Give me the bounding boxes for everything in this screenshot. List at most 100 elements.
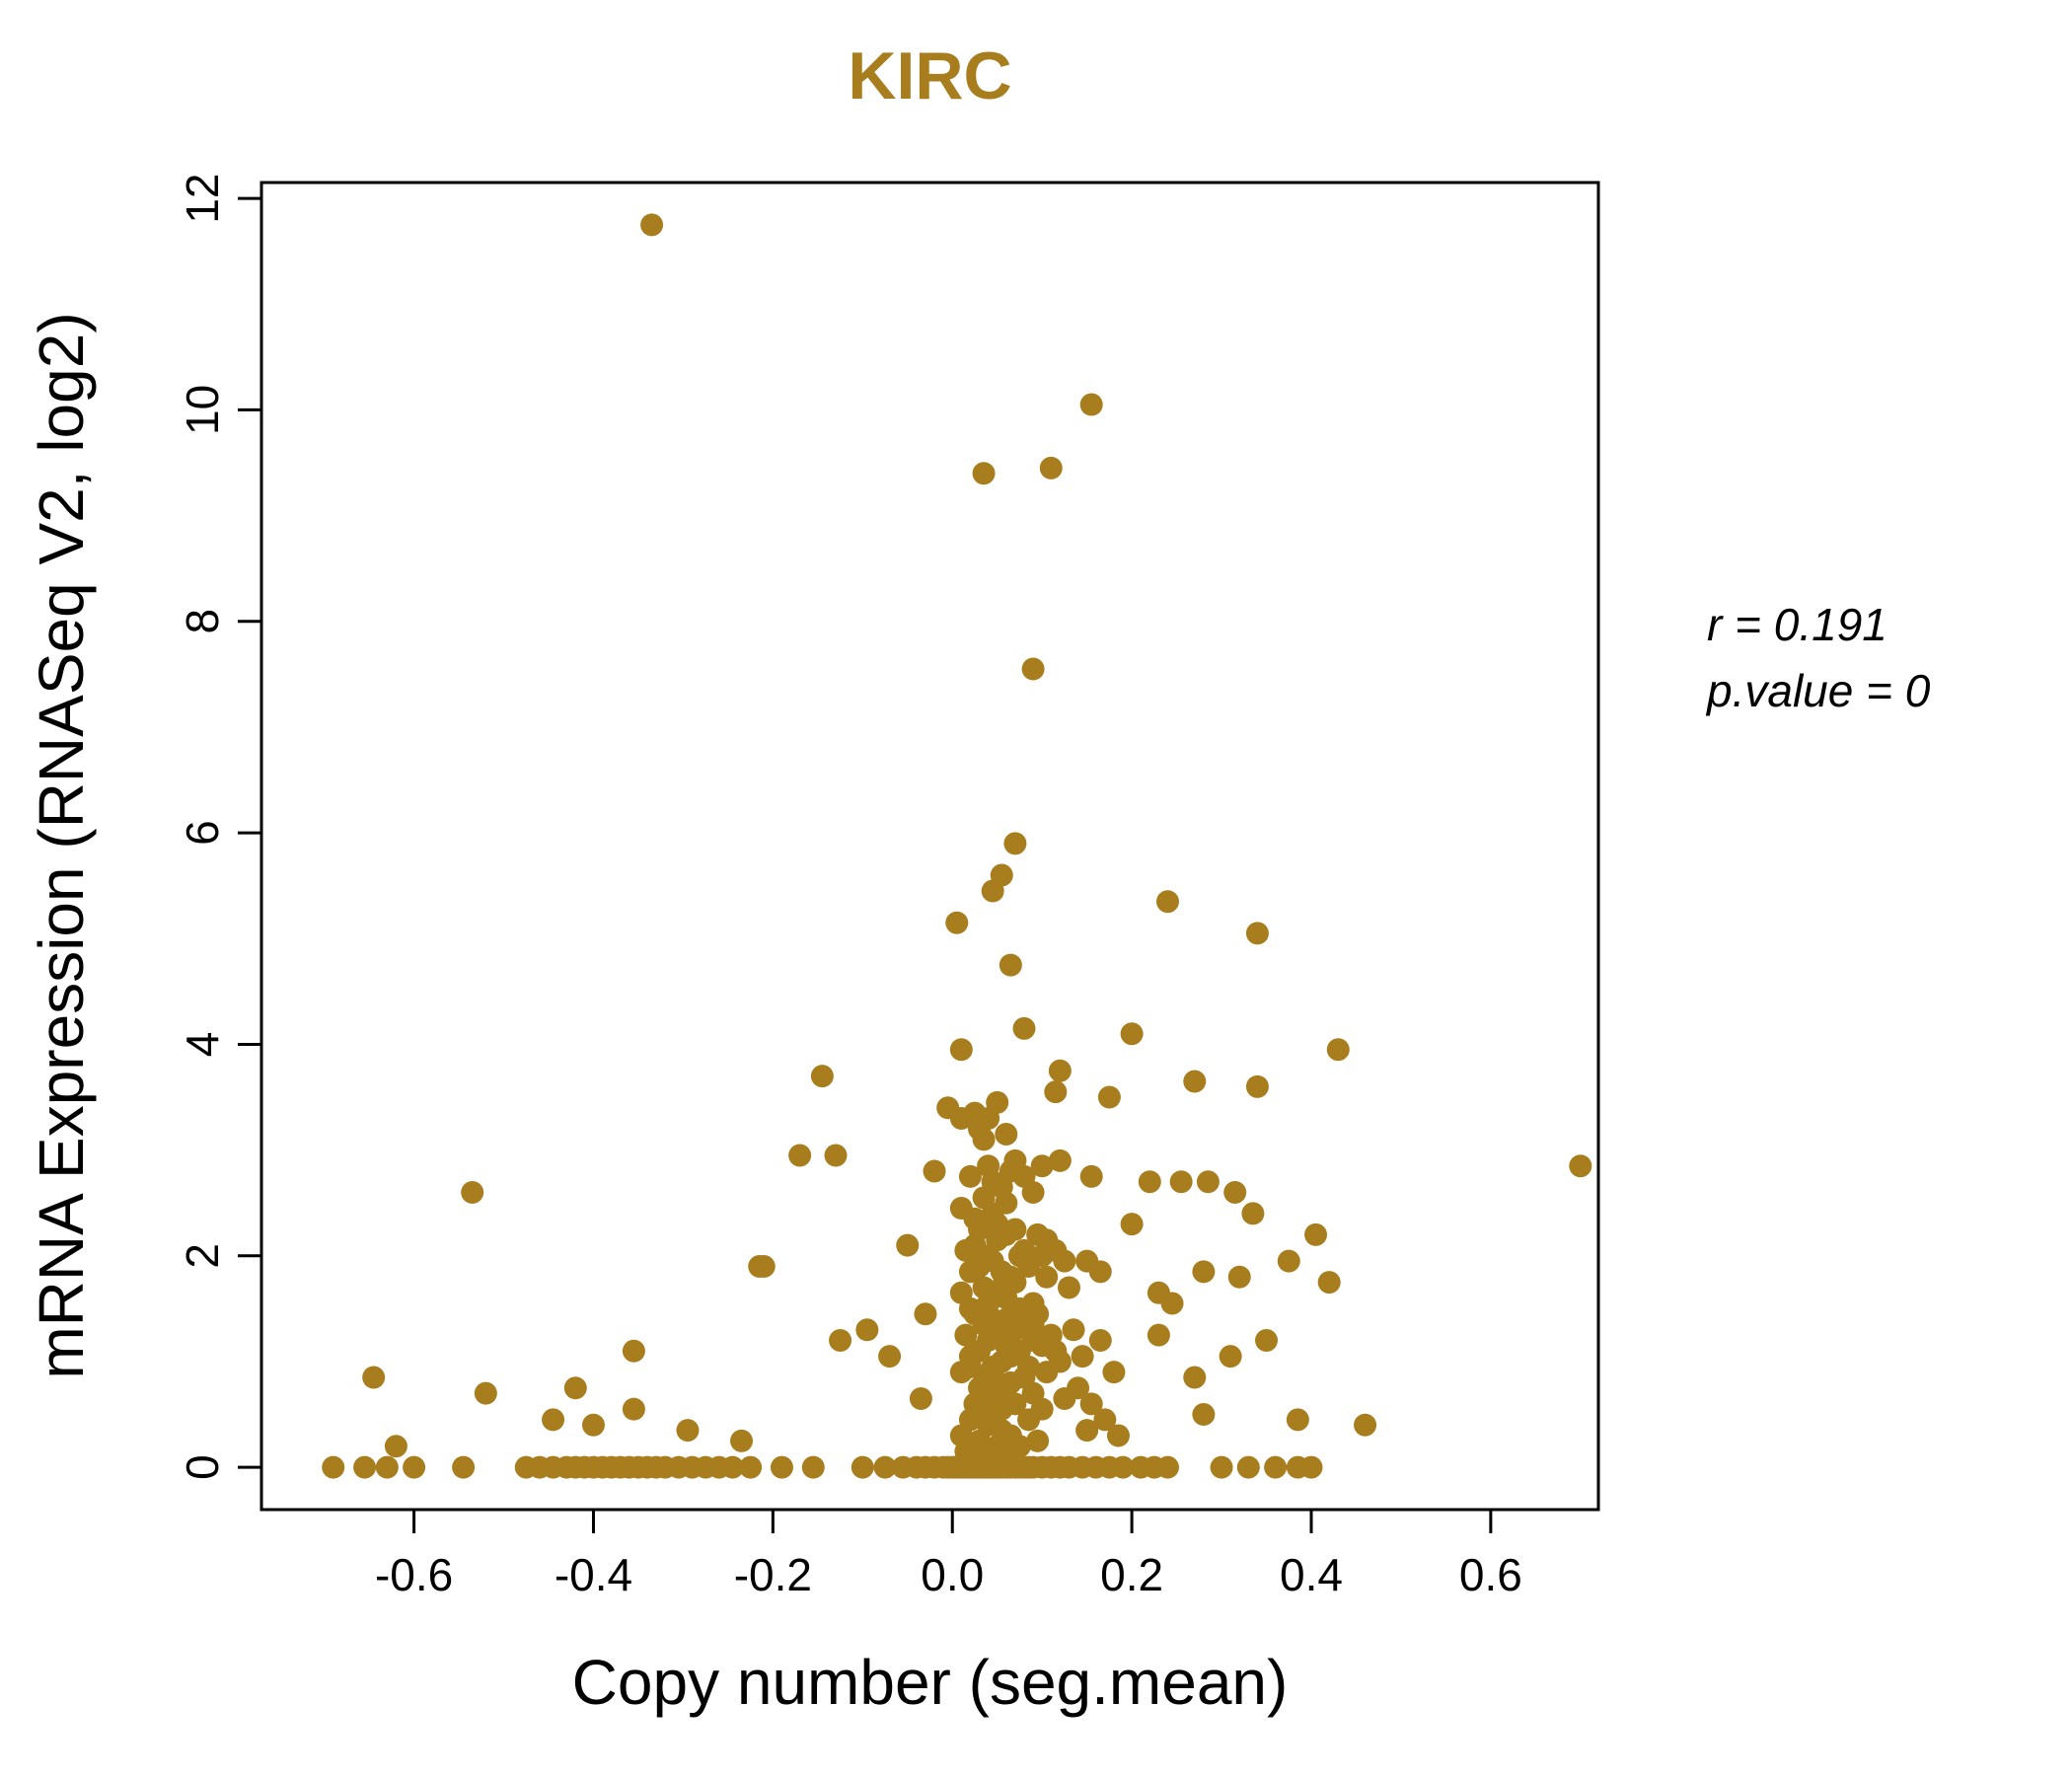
data-point bbox=[1075, 1419, 1099, 1443]
data-point bbox=[958, 1164, 982, 1188]
data-point bbox=[1277, 1249, 1300, 1273]
x-axis-title: Copy number (seg.mean) bbox=[571, 1647, 1289, 1718]
data-point bbox=[1035, 1361, 1059, 1384]
data-point bbox=[1097, 1085, 1121, 1109]
data-point bbox=[542, 1408, 565, 1432]
data-point bbox=[1044, 1080, 1068, 1104]
data-point bbox=[999, 1265, 1022, 1289]
data-point bbox=[1286, 1408, 1309, 1432]
x-tick-label: -0.4 bbox=[555, 1549, 632, 1600]
data-point bbox=[878, 1345, 902, 1369]
data-point bbox=[1062, 1318, 1085, 1342]
data-point bbox=[1102, 1361, 1126, 1384]
data-point bbox=[1003, 832, 1027, 855]
data-point bbox=[1236, 1455, 1260, 1479]
data-point bbox=[1007, 1296, 1031, 1320]
data-point bbox=[873, 1455, 897, 1479]
data-point bbox=[914, 1302, 937, 1326]
data-point bbox=[1304, 1222, 1328, 1246]
x-tick-label: 0.4 bbox=[1280, 1549, 1343, 1600]
data-point bbox=[1155, 890, 1179, 914]
data-point bbox=[581, 1413, 605, 1437]
y-tick-label: 8 bbox=[177, 609, 228, 634]
y-axis-title: mRNA Expression (RNASeq V2, log2) bbox=[26, 312, 97, 1379]
y-tick-label: 10 bbox=[177, 385, 228, 435]
data-point bbox=[1048, 1059, 1072, 1082]
data-point bbox=[1299, 1455, 1323, 1479]
x-tick-label: 0.6 bbox=[1459, 1549, 1522, 1600]
data-point bbox=[1079, 1392, 1103, 1416]
data-point bbox=[1354, 1413, 1377, 1437]
data-point bbox=[452, 1455, 476, 1479]
data-point bbox=[1079, 1164, 1103, 1188]
x-tick-label: -0.2 bbox=[734, 1549, 812, 1600]
data-point bbox=[1003, 1218, 1027, 1241]
data-point bbox=[1021, 1180, 1045, 1204]
data-point bbox=[1120, 1213, 1144, 1236]
data-point bbox=[1223, 1180, 1247, 1204]
data-point bbox=[801, 1455, 825, 1479]
data-point bbox=[1255, 1329, 1279, 1353]
data-point bbox=[829, 1329, 852, 1353]
data-point bbox=[1071, 1345, 1094, 1369]
chart-title: KIRC bbox=[848, 38, 1012, 113]
data-point bbox=[461, 1180, 484, 1204]
x-tick-label: 0.0 bbox=[921, 1549, 984, 1600]
data-point bbox=[322, 1455, 345, 1479]
data-point bbox=[986, 1213, 1009, 1236]
data-point bbox=[1017, 1255, 1041, 1279]
data-point bbox=[384, 1435, 407, 1458]
data-point bbox=[977, 1244, 1000, 1268]
data-point bbox=[1196, 1170, 1220, 1194]
x-tick-label: -0.6 bbox=[375, 1549, 453, 1600]
data-point bbox=[1210, 1455, 1233, 1479]
data-point bbox=[1241, 1202, 1265, 1225]
data-point bbox=[1326, 1038, 1350, 1062]
data-point bbox=[949, 1361, 973, 1384]
y-tick-label: 4 bbox=[177, 1032, 228, 1058]
data-point bbox=[1106, 1424, 1130, 1447]
data-point bbox=[1057, 1276, 1080, 1299]
data-point bbox=[851, 1455, 874, 1479]
data-point bbox=[1017, 1408, 1041, 1432]
data-point bbox=[730, 1429, 754, 1452]
y-tick-label: 0 bbox=[177, 1454, 228, 1480]
data-point bbox=[1147, 1323, 1170, 1347]
data-point bbox=[981, 879, 1004, 903]
y-tick-label: 12 bbox=[177, 173, 228, 223]
data-point bbox=[1245, 922, 1269, 945]
data-point bbox=[1120, 1022, 1144, 1046]
data-point bbox=[403, 1455, 426, 1479]
data-point bbox=[949, 1281, 973, 1304]
data-point bbox=[958, 1260, 982, 1284]
data-point bbox=[1183, 1070, 1207, 1093]
data-point bbox=[739, 1455, 763, 1479]
data-point bbox=[1053, 1249, 1076, 1273]
data-point bbox=[622, 1339, 645, 1363]
stat-r: r = 0.191 bbox=[1707, 599, 1887, 650]
data-point bbox=[474, 1381, 497, 1405]
data-point bbox=[1569, 1154, 1592, 1178]
data-point bbox=[770, 1455, 793, 1479]
data-point bbox=[896, 1233, 920, 1257]
data-point bbox=[1155, 1455, 1179, 1479]
data-point bbox=[995, 1376, 1018, 1400]
data-point bbox=[1044, 1339, 1068, 1363]
data-point bbox=[353, 1455, 377, 1479]
data-point bbox=[1183, 1366, 1207, 1389]
data-point bbox=[1021, 1329, 1045, 1353]
data-point bbox=[945, 911, 969, 934]
data-point bbox=[640, 213, 664, 237]
data-point bbox=[1192, 1260, 1216, 1284]
data-point bbox=[720, 1455, 744, 1479]
data-point bbox=[563, 1376, 587, 1400]
data-point bbox=[923, 1159, 946, 1183]
data-point bbox=[949, 1038, 973, 1062]
stats-annotation: r = 0.191 p.value = 0 bbox=[1707, 592, 1930, 723]
x-tick-label: 0.2 bbox=[1100, 1549, 1163, 1600]
data-point bbox=[1169, 1170, 1193, 1194]
stat-pvalue: p.value = 0 bbox=[1707, 664, 1931, 716]
data-point bbox=[972, 1128, 996, 1151]
data-point bbox=[963, 1207, 987, 1230]
